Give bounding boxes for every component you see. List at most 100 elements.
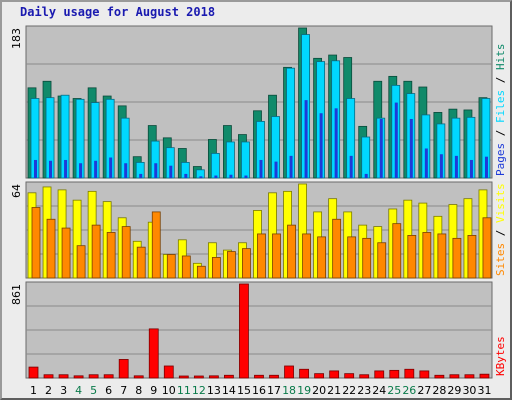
bar-kbytes-31	[480, 374, 489, 378]
day-label-1: 1	[30, 384, 37, 397]
bar-kbytes-17	[270, 375, 279, 378]
bar-pages-20	[320, 113, 323, 178]
bar-sites-30	[468, 235, 476, 278]
bar-sites-11	[182, 256, 190, 278]
legend-separator: /	[494, 223, 507, 243]
bar-kbytes-28	[435, 375, 444, 378]
bar-kbytes-10	[164, 366, 173, 378]
day-label-24: 24	[372, 384, 386, 397]
day-label-8: 8	[135, 384, 142, 397]
bar-sites-9	[152, 212, 160, 278]
bar-kbytes-27	[420, 371, 429, 378]
bar-sites-18	[288, 225, 296, 278]
bar-kbytes-16	[254, 375, 263, 378]
panel-2-ymax-label: 861	[10, 284, 23, 305]
bar-files-14	[226, 142, 234, 178]
bar-kbytes-4	[74, 376, 83, 378]
bar-kbytes-29	[450, 375, 459, 378]
panel-1-series-legend: Sites / Visits	[494, 183, 507, 276]
bar-pages-13	[214, 176, 217, 178]
day-label-17: 17	[267, 384, 281, 397]
bar-pages-25	[395, 103, 398, 178]
bar-kbytes-13	[209, 376, 218, 378]
day-label-26: 26	[402, 384, 416, 397]
bar-sites-8	[137, 247, 145, 278]
legend-hits: Hits	[494, 44, 507, 71]
bar-kbytes-25	[390, 370, 399, 378]
bar-kbytes-20	[315, 374, 324, 378]
legend-separator: /	[494, 123, 507, 143]
bar-pages-28	[440, 154, 443, 178]
day-label-14: 14	[222, 384, 236, 397]
bar-pages-9	[154, 163, 157, 178]
bar-sites-31	[483, 218, 491, 278]
bar-sites-10	[167, 255, 175, 279]
bar-files-13	[211, 153, 219, 178]
day-label-22: 22	[342, 384, 356, 397]
bar-pages-4	[79, 163, 82, 178]
bar-sites-12	[197, 266, 205, 278]
bar-files-15	[241, 142, 249, 178]
day-label-4: 4	[75, 384, 82, 397]
bar-kbytes-19	[300, 369, 309, 378]
bar-kbytes-30	[465, 375, 474, 378]
bar-kbytes-1	[29, 367, 38, 378]
bar-kbytes-24	[375, 371, 384, 378]
bar-kbytes-22	[345, 374, 354, 378]
day-label-18: 18	[282, 384, 296, 397]
bar-kbytes-18	[285, 366, 294, 378]
day-label-30: 30	[462, 384, 476, 397]
day-label-28: 28	[432, 384, 446, 397]
bar-pages-27	[425, 148, 428, 178]
bar-kbytes-5	[89, 375, 98, 378]
bar-pages-26	[410, 119, 413, 178]
day-label-15: 15	[237, 384, 251, 397]
bar-kbytes-9	[149, 329, 158, 378]
bar-sites-15	[242, 249, 250, 278]
bar-sites-27	[423, 232, 431, 278]
day-label-27: 27	[417, 384, 431, 397]
bar-kbytes-15	[239, 284, 248, 378]
bar-pages-31	[485, 157, 488, 178]
day-label-19: 19	[297, 384, 311, 397]
panel-1-ymax-label: 64	[10, 184, 23, 198]
day-label-12: 12	[192, 384, 206, 397]
bar-sites-25	[393, 224, 401, 278]
bar-sites-19	[303, 234, 311, 278]
bar-sites-29	[453, 238, 461, 278]
bar-sites-7	[122, 227, 130, 278]
bar-pages-16	[259, 160, 262, 178]
bar-sites-26	[408, 235, 416, 278]
chart-title: Daily usage for August 2018	[20, 5, 215, 19]
bar-sites-28	[438, 234, 446, 278]
panel-2-series-legend: KBytes	[494, 336, 507, 376]
legend-visits: Visits	[494, 183, 507, 223]
day-label-11: 11	[177, 384, 191, 397]
day-label-25: 25	[387, 384, 401, 397]
bar-pages-5	[94, 161, 97, 178]
legend-separator: /	[494, 70, 507, 90]
bar-sites-14	[227, 252, 235, 278]
day-label-20: 20	[312, 384, 326, 397]
bar-sites-20	[318, 237, 326, 278]
day-label-10: 10	[162, 384, 176, 397]
bar-kbytes-26	[405, 369, 414, 378]
bar-sites-24	[378, 243, 386, 278]
bar-sites-2	[47, 219, 55, 278]
bar-pages-24	[380, 119, 383, 178]
bar-kbytes-3	[59, 375, 68, 378]
bar-pages-22	[350, 156, 353, 178]
day-label-6: 6	[105, 384, 112, 397]
bar-pages-11	[184, 174, 187, 178]
day-label-3: 3	[60, 384, 67, 397]
bar-pages-8	[139, 174, 142, 178]
bar-pages-19	[305, 100, 308, 178]
day-label-16: 16	[252, 384, 266, 397]
bar-kbytes-21	[330, 371, 339, 378]
chart-panels: 183 Pages / Files / Hits 64 Sites / Visits 8…	[10, 26, 507, 378]
legend-pages: Pages	[494, 143, 507, 176]
day-label-13: 13	[207, 384, 221, 397]
day-label-9: 9	[150, 384, 157, 397]
